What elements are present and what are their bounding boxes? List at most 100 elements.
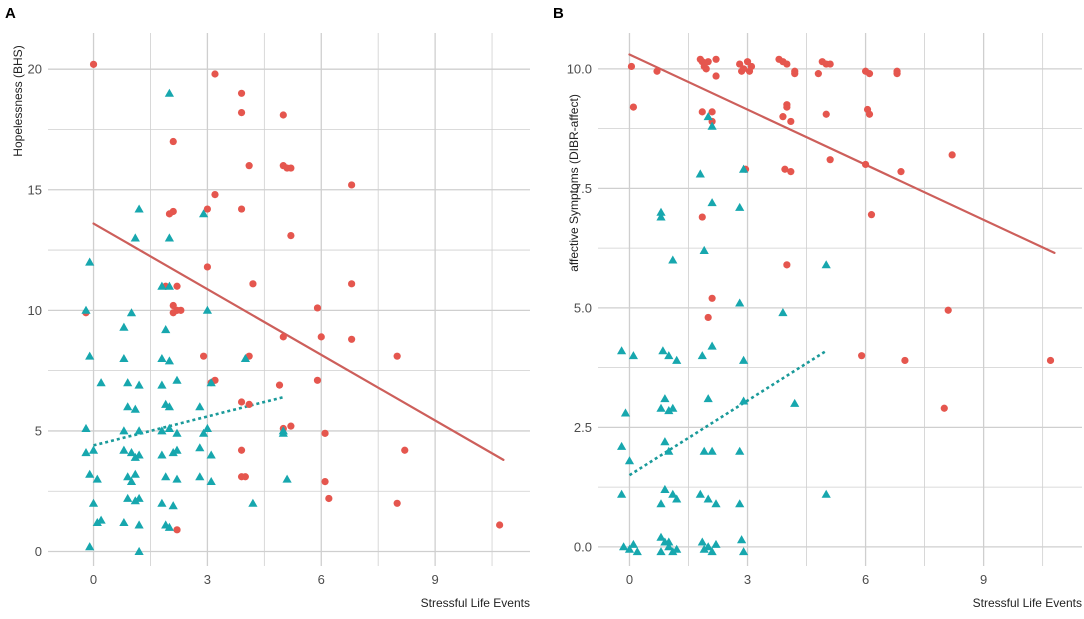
panel-a-y-tick-label: 10	[28, 303, 42, 318]
panel-b-teal-group-point	[619, 542, 629, 551]
panel-a-teal-group-point	[88, 445, 99, 454]
panel-b-teal-group-point	[737, 535, 747, 544]
panel-b-red-group-point	[702, 65, 710, 73]
panel-a-teal-group-point	[123, 378, 133, 387]
panel-a-teal-group-point	[278, 428, 288, 437]
panel-b-red-group-point	[745, 67, 754, 75]
panel-a-teal-group-point	[164, 233, 174, 242]
panel-a-teal-group-point	[199, 428, 209, 437]
panel-a-teal-group-point	[119, 426, 129, 435]
panel-a-red-group-point	[393, 352, 401, 360]
panel-b-red-group-point	[708, 108, 716, 116]
panel-b-red-group-point	[738, 67, 746, 75]
panel-a-teal-group-point	[130, 469, 140, 478]
panel-b-teal-group-point	[624, 544, 635, 553]
panel-a-teal-group-point	[199, 209, 209, 218]
panel-a-teal-group-point	[172, 445, 182, 454]
panel-b-teal-group-point	[620, 408, 631, 417]
panel-b-teal-group-point	[821, 489, 831, 498]
panel-a-teal-group-point	[119, 322, 129, 331]
panel-a-teal-group-point	[161, 472, 171, 481]
panel-a-red-group-point	[173, 282, 181, 290]
panel-b-red-group-point	[948, 151, 956, 159]
panel-b-red-group-point	[627, 62, 636, 71]
panel-b-red-group-point	[783, 60, 791, 68]
panel-a-x-tick-label: 6	[318, 572, 325, 587]
panel-b-teal-group-point	[739, 547, 749, 556]
panel-a-teal-group-point	[157, 426, 167, 435]
panel-a-red-group-point	[287, 422, 295, 430]
panel-b-red-group-point	[861, 160, 870, 169]
panel-b-red-group-point	[629, 103, 638, 111]
panel-a-teal-group-point	[96, 515, 106, 524]
panel-a-teal-group-point	[134, 380, 144, 389]
panel-a-red-group-point	[173, 526, 181, 534]
panel-a-teal-group-point	[157, 498, 167, 507]
panel-a-teal-group-point	[123, 402, 133, 411]
panel-b-teal-group-point	[664, 446, 674, 455]
panel-b-teal-group-point	[672, 355, 682, 364]
panel-b-red-group-point	[781, 165, 789, 173]
panel-a-teal-group-point	[164, 281, 174, 290]
panel-b-teal-group-point	[821, 260, 831, 269]
panel-a: A 0 3 6 9 0 5 10 15 20 Stressful Life Events Hop…	[5, 5, 530, 610]
panel-a-y-tick-label: 15	[28, 182, 42, 197]
panel-b-tick-labels: 0 3 6 9 0.0 2.5 5.0 7.5 10.0	[567, 61, 988, 587]
panel-b-y-axis-title: affective Symptoms (DIBR-affect)	[567, 94, 581, 272]
panel-b-x-tick-label: 6	[862, 572, 869, 587]
panel-b-teal-group-point	[668, 489, 678, 498]
panel-b-teal-group-point	[656, 207, 666, 216]
panel-b-teal-group-point	[735, 446, 745, 455]
panel-a-teal-group-point	[92, 518, 102, 526]
panel-b-teal-group-point	[739, 396, 749, 405]
panel-a-red-group-point	[279, 111, 287, 119]
panel-b-teal-group-point	[697, 351, 707, 360]
panel-b-x-tick-label: 0	[626, 572, 633, 587]
panel-b-red-group-point	[736, 60, 744, 68]
panel-b-teal-group-point	[656, 532, 666, 541]
panel-b-red-group-point	[779, 113, 787, 121]
panel-a-teal-group-point	[126, 448, 137, 457]
panel-a-teal-group-point	[119, 445, 129, 454]
panel-a-teal-group-point	[157, 354, 167, 362]
panel-b-teal-group-point	[658, 346, 668, 355]
panel-b-x-axis-title: Stressful Life Events	[973, 596, 1082, 610]
panel-a-teal-group-point	[126, 477, 137, 485]
panel-a-teal-group-point	[134, 493, 144, 502]
panel-a-teal-group-point	[164, 423, 174, 432]
panel-a-teal-group-point	[134, 520, 144, 529]
panel-a-red-group-point	[169, 309, 177, 317]
panel-b-teal-group-point	[632, 547, 642, 556]
panel-a-red-group-point	[169, 301, 177, 310]
panel-a-teal-group-point	[96, 378, 106, 387]
panel-b-teal-group-point	[617, 489, 627, 498]
panel-b-red-group-point	[826, 60, 834, 68]
panel-a-teal-group-point	[130, 452, 140, 461]
panel-a-red-group-point	[348, 335, 356, 343]
panel-b-red-group-point	[867, 211, 876, 219]
panel-a-teal-group-point	[240, 354, 250, 362]
panel-a-teal-group-point	[202, 423, 212, 432]
panel-a-teal-group-point	[81, 305, 91, 314]
panel-a-teal-group-point	[161, 325, 171, 334]
panel-a-teal-group-point	[134, 426, 144, 435]
panel-a-red-group-point	[393, 499, 401, 507]
panel-b-y-tick-label: 10.0	[567, 61, 592, 76]
panel-a-red-group-point	[348, 280, 356, 288]
panel-b-teal-group-point	[707, 121, 717, 130]
panel-b: B 0 3 6 9 0.0 2.5 5.0 7.5 10.0 Stressful Life Ev…	[553, 5, 1082, 610]
panel-b-teal-group-point	[664, 542, 674, 551]
panel-b-red-group-point	[901, 356, 909, 365]
panel-a-red-group-point	[237, 89, 246, 97]
panel-b-red-group-point	[704, 58, 712, 66]
panel-b-red-group-point	[653, 67, 661, 75]
panel-b-x-tick-label: 9	[980, 572, 987, 587]
panel-b-teal-group-point	[617, 441, 627, 450]
panel-a-red-group-point	[211, 190, 219, 199]
panel-a-teal-group-point	[164, 522, 174, 531]
panel-b-red-group-point	[858, 352, 866, 360]
panel-a-red-group-point	[249, 280, 257, 288]
panel-b-teal-group-point	[707, 341, 717, 350]
panel-b-red-group-point	[783, 261, 791, 269]
panel-b-letter: B	[553, 5, 564, 22]
